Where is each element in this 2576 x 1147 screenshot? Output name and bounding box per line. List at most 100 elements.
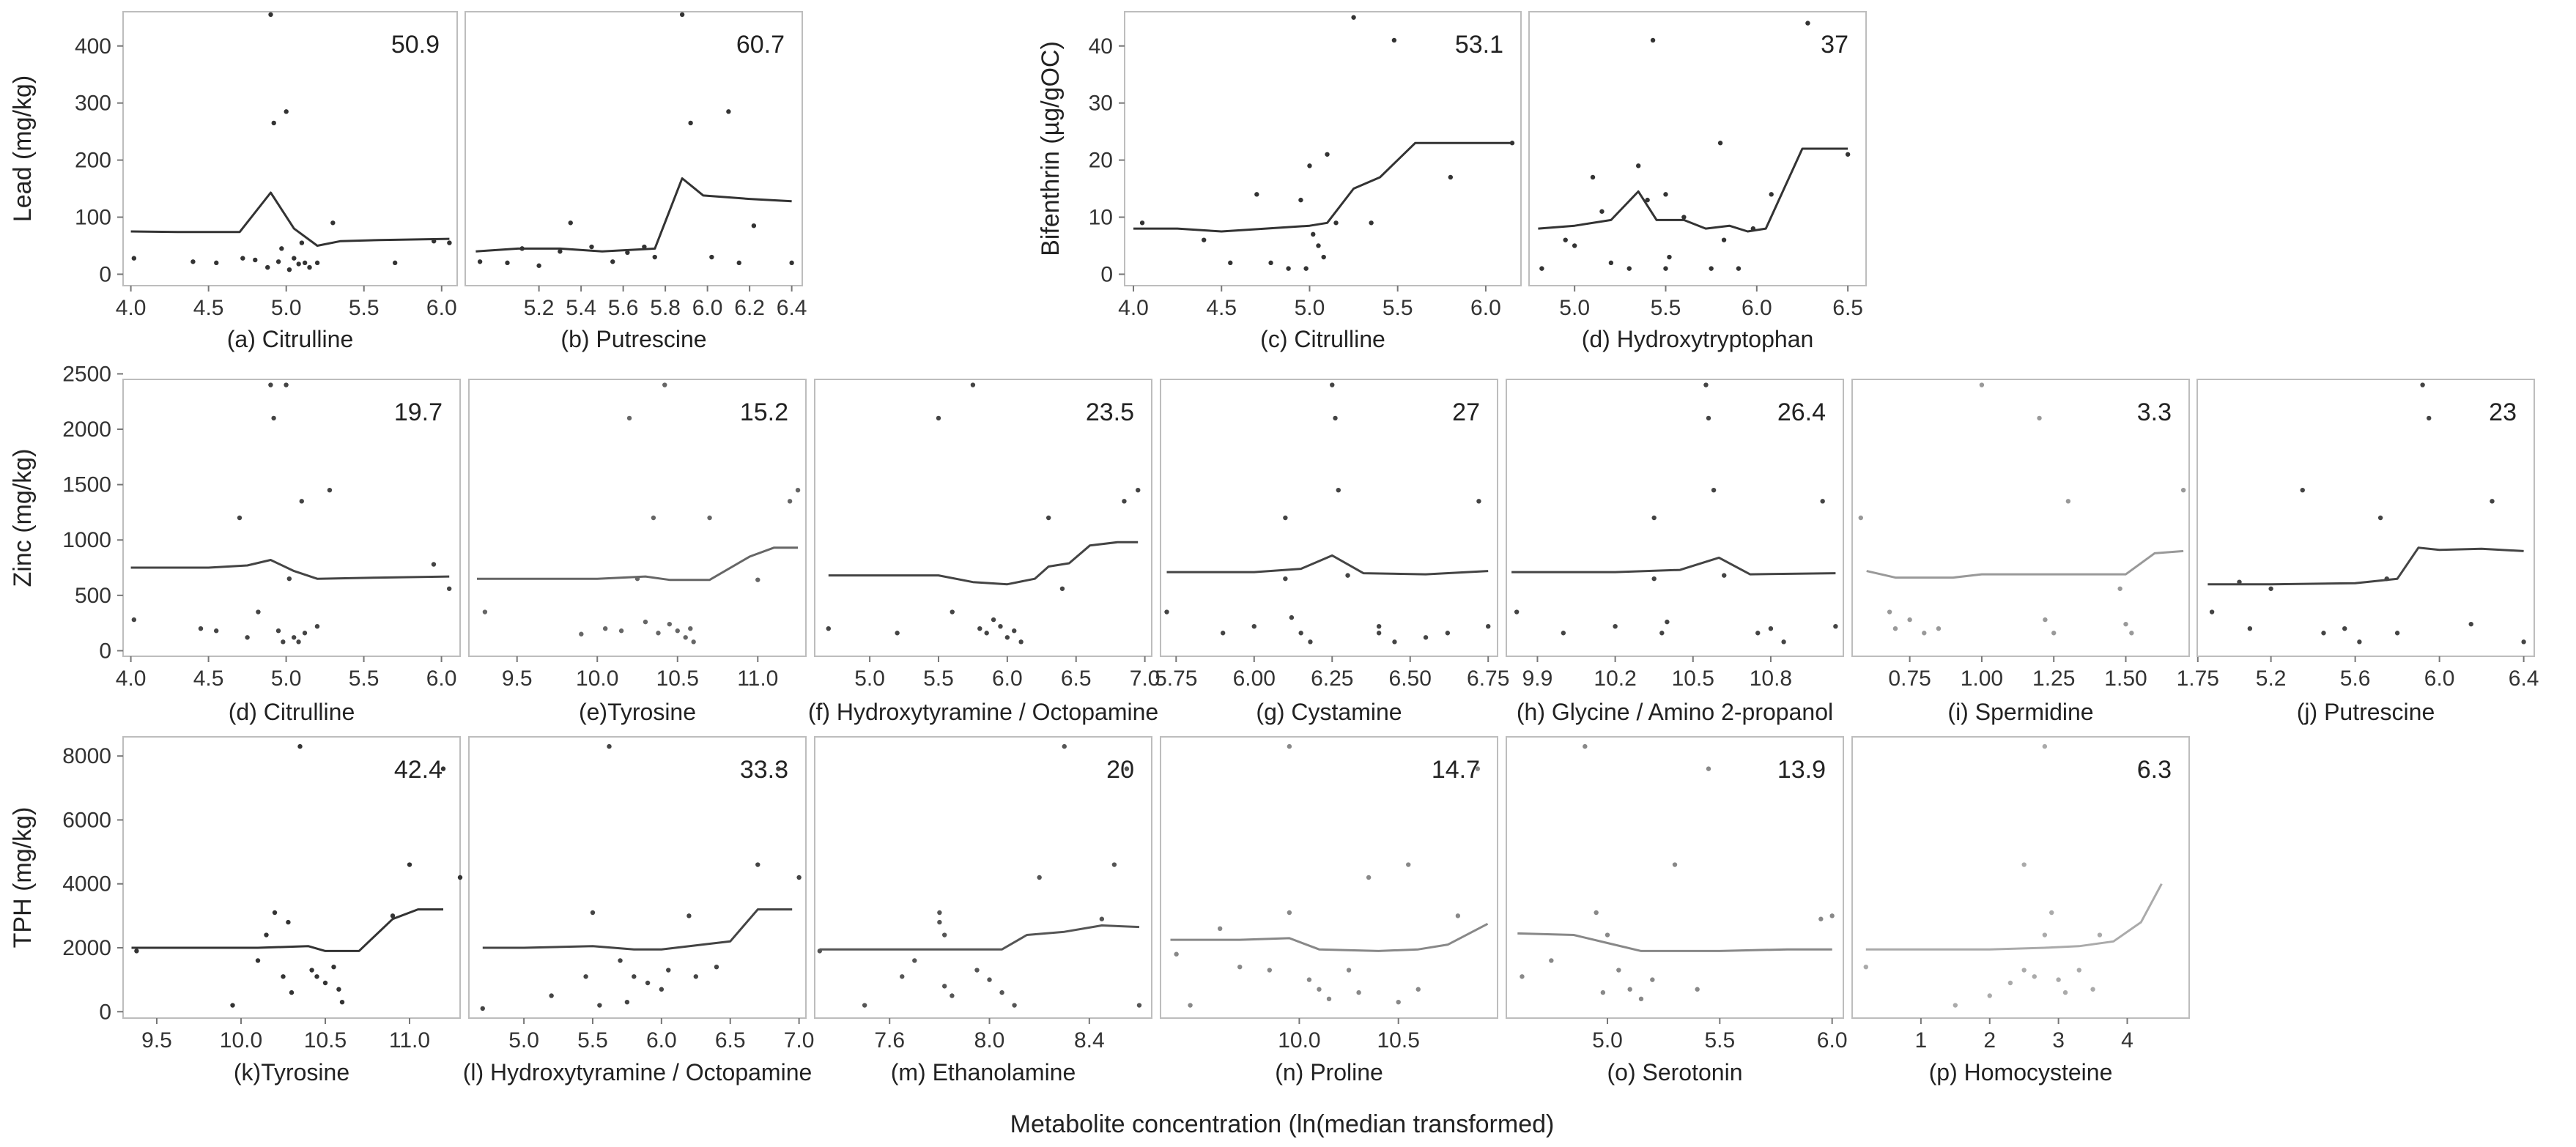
panel-e-tyrosine-point xyxy=(579,631,584,636)
panel-p-homocysteine-trend-line xyxy=(1865,883,2163,951)
panel-j-putrescine-point xyxy=(2427,415,2432,421)
panel-l-hydroxytyramine-octopamine-trend-line xyxy=(482,908,793,951)
panel-g-cystamine-point xyxy=(1308,639,1313,645)
panel-d-hydroxytryptophan-point xyxy=(1709,266,1714,271)
panel-b-putrescine-point xyxy=(642,244,647,250)
panel-k-tyrosine-value-label: 42.4 xyxy=(394,756,443,784)
panel-n-proline-frame xyxy=(1160,736,1498,1019)
panel-d-hydroxytryptophan-xtick-label: 6.5 xyxy=(1832,296,1863,320)
panel-l-hydroxytyramine-octopamine: 5.0 5.5 6.0 6.5 7.0 33.3 (l) Hydroxytyramine /… xyxy=(463,736,814,1085)
panel-m-ethanolamine: 7.6 8.0 8.4 20 (m) Ethanolamine xyxy=(814,736,1152,1085)
panel-f-hydroxytyramine-octopamine-xtick-label: 5.0 xyxy=(854,667,885,691)
panel-i-spermidine-xtick-label: 0.75 xyxy=(1888,667,1931,691)
panel-c-citrulline-frame xyxy=(1124,11,1522,286)
panel-j-putrescine: 5.2 5.6 6.0 6.4 23 (j) Putrescine xyxy=(2196,379,2539,725)
panel-a-citrulline-point xyxy=(190,259,196,264)
panel-c-citrulline-xtick-label: 5.5 xyxy=(1383,296,1413,320)
panel-p-homocysteine-value-label: 6.3 xyxy=(2137,756,2172,784)
panel-d-hydroxytryptophan-point xyxy=(1645,197,1650,203)
panel-h-glycine-amino-2-propanol-trend-line xyxy=(1511,556,1836,576)
panel-d-citrulline-point xyxy=(237,515,243,521)
panel-h-glycine-amino-2-propanol-point xyxy=(1768,626,1774,631)
panel-d-citrulline-point xyxy=(299,499,304,504)
panel-k-tyrosine-point xyxy=(230,1003,235,1008)
panel-i-spermidine-point xyxy=(2043,617,2048,623)
panel-d-hydroxytryptophan-point xyxy=(1750,226,1756,231)
panel-k-tyrosine-point xyxy=(134,949,139,954)
panel-p-homocysteine-xtick-label: 2 xyxy=(1983,1028,1996,1053)
panel-m-ethanolamine-point xyxy=(1124,766,1130,771)
panel-d-hydroxytryptophan-point xyxy=(1769,192,1774,197)
panel-d-hydroxytryptophan-xtick-label: 5.5 xyxy=(1651,296,1681,320)
panel-h-glycine-amino-2-propanol-xtick-label: 10.8 xyxy=(1750,667,1792,691)
panel-d-citrulline-xtick-label: 5.0 xyxy=(271,667,302,691)
panel-b-putrescine-point xyxy=(709,254,714,260)
panel-a-citrulline-point xyxy=(253,257,258,263)
panel-h-glycine-amino-2-propanol-point xyxy=(1613,623,1618,629)
panel-o-serotonin-point xyxy=(1583,743,1588,749)
panel-d-citrulline-point xyxy=(245,635,250,640)
panel-e-tyrosine-point xyxy=(651,515,656,521)
panel-j-putrescine-point xyxy=(2209,609,2215,615)
panel-a-citrulline-ytick-label: 200 xyxy=(75,149,111,173)
panel-a-citrulline-point xyxy=(275,259,281,264)
panel-e-tyrosine-point xyxy=(667,621,673,627)
panel-f-hydroxytyramine-octopamine-point xyxy=(977,626,982,631)
panel-g-cystamine-trend-line xyxy=(1166,554,1489,576)
panel-l-hydroxytyramine-octopamine-point xyxy=(693,974,698,979)
panel-m-ethanolamine-caption: (m) Ethanolamine xyxy=(891,1059,1076,1085)
panel-h-glycine-amino-2-propanol-point xyxy=(1711,488,1717,493)
panel-k-tyrosine-point xyxy=(457,875,463,880)
panel-p-homocysteine-point xyxy=(1863,964,1868,970)
panel-d-citrulline-point xyxy=(256,609,261,615)
panel-a-citrulline-point xyxy=(296,261,301,267)
panel-a-citrulline-value-label: 50.9 xyxy=(391,31,440,59)
panel-h-glycine-amino-2-propanol-value-label: 26.4 xyxy=(1777,398,1826,426)
panel-b-putrescine-point xyxy=(652,254,657,260)
panel-l-hydroxytyramine-octopamine-xtick-label: 5.0 xyxy=(508,1028,539,1053)
panel-p-homocysteine-xtick-label: 3 xyxy=(2052,1028,2065,1053)
panel-f-hydroxytyramine-octopamine-point xyxy=(826,626,831,631)
panel-d-hydroxytryptophan-point xyxy=(1663,192,1668,197)
panel-n-proline-point xyxy=(1287,910,1292,916)
panel-d-hydroxytryptophan: 5.0 5.5 6.0 6.5 37 (d) Hydroxytryptophan xyxy=(1528,11,1867,352)
panel-d-citrulline-point xyxy=(431,562,437,567)
panel-j-putrescine-point xyxy=(2321,631,2326,636)
panel-g-cystamine-point xyxy=(1220,631,1226,636)
panel-l-hydroxytyramine-octopamine-point xyxy=(686,913,692,918)
panel-e-tyrosine-point xyxy=(755,577,760,582)
panel-c-citrulline-point xyxy=(1325,152,1330,157)
panel-d-hydroxytryptophan-point xyxy=(1717,141,1723,146)
panel-k-tyrosine-point xyxy=(440,766,446,771)
panel-l-hydroxytyramine-octopamine-xtick-label: 5.5 xyxy=(577,1028,608,1053)
panel-c-citrulline-xtick-label: 6.0 xyxy=(1470,296,1501,320)
panel-b-putrescine-point xyxy=(505,260,510,266)
panel-f-hydroxytyramine-octopamine-point xyxy=(991,617,996,623)
panel-c-citrulline-xtick-label: 4.0 xyxy=(1118,296,1149,320)
panel-k-tyrosine-point xyxy=(309,968,314,973)
panel-h-glycine-amino-2-propanol-point xyxy=(1706,415,1711,421)
panel-p-homocysteine-point xyxy=(2056,977,2061,982)
panel-i-spermidine-trend-line xyxy=(1866,549,2184,579)
panel-o-serotonin-point xyxy=(1829,913,1835,918)
panel-b-putrescine-point xyxy=(589,244,594,250)
panel-d-citrulline-ytick-label: 2000 xyxy=(62,417,111,442)
panel-k-tyrosine-point xyxy=(331,964,336,970)
panel-e-tyrosine-xtick-label: 9.5 xyxy=(502,667,533,691)
panel-m-ethanolamine-trend-line xyxy=(819,924,1140,951)
panel-p-homocysteine-point xyxy=(2139,766,2144,771)
panel-n-proline-point xyxy=(1366,875,1372,880)
panel-e-tyrosine-xtick-label: 10.0 xyxy=(576,667,618,691)
panel-a-citrulline-point xyxy=(431,239,437,244)
panel-d-hydroxytryptophan-trend-line xyxy=(1538,147,1848,233)
panel-g-cystamine-xtick-label: 6.00 xyxy=(1233,667,1276,691)
panel-c-citrulline-point xyxy=(1139,220,1145,226)
panel-a-citrulline-xtick-label: 4.5 xyxy=(193,296,224,320)
panel-i-spermidine: 0.75 1.00 1.25 1.50 1.75 3.3 (i) Spermidine xyxy=(1851,379,2219,725)
panel-d-citrulline-caption: (d) Citrulline xyxy=(229,699,355,725)
panel-a-citrulline-ylabel: Lead (mg/kg) xyxy=(9,75,37,222)
panel-i-spermidine-value-label: 3.3 xyxy=(2137,398,2172,426)
panel-c-citrulline-point xyxy=(1268,260,1273,266)
panel-m-ethanolamine-point xyxy=(974,968,980,973)
panel-m-ethanolamine-point xyxy=(900,974,905,979)
